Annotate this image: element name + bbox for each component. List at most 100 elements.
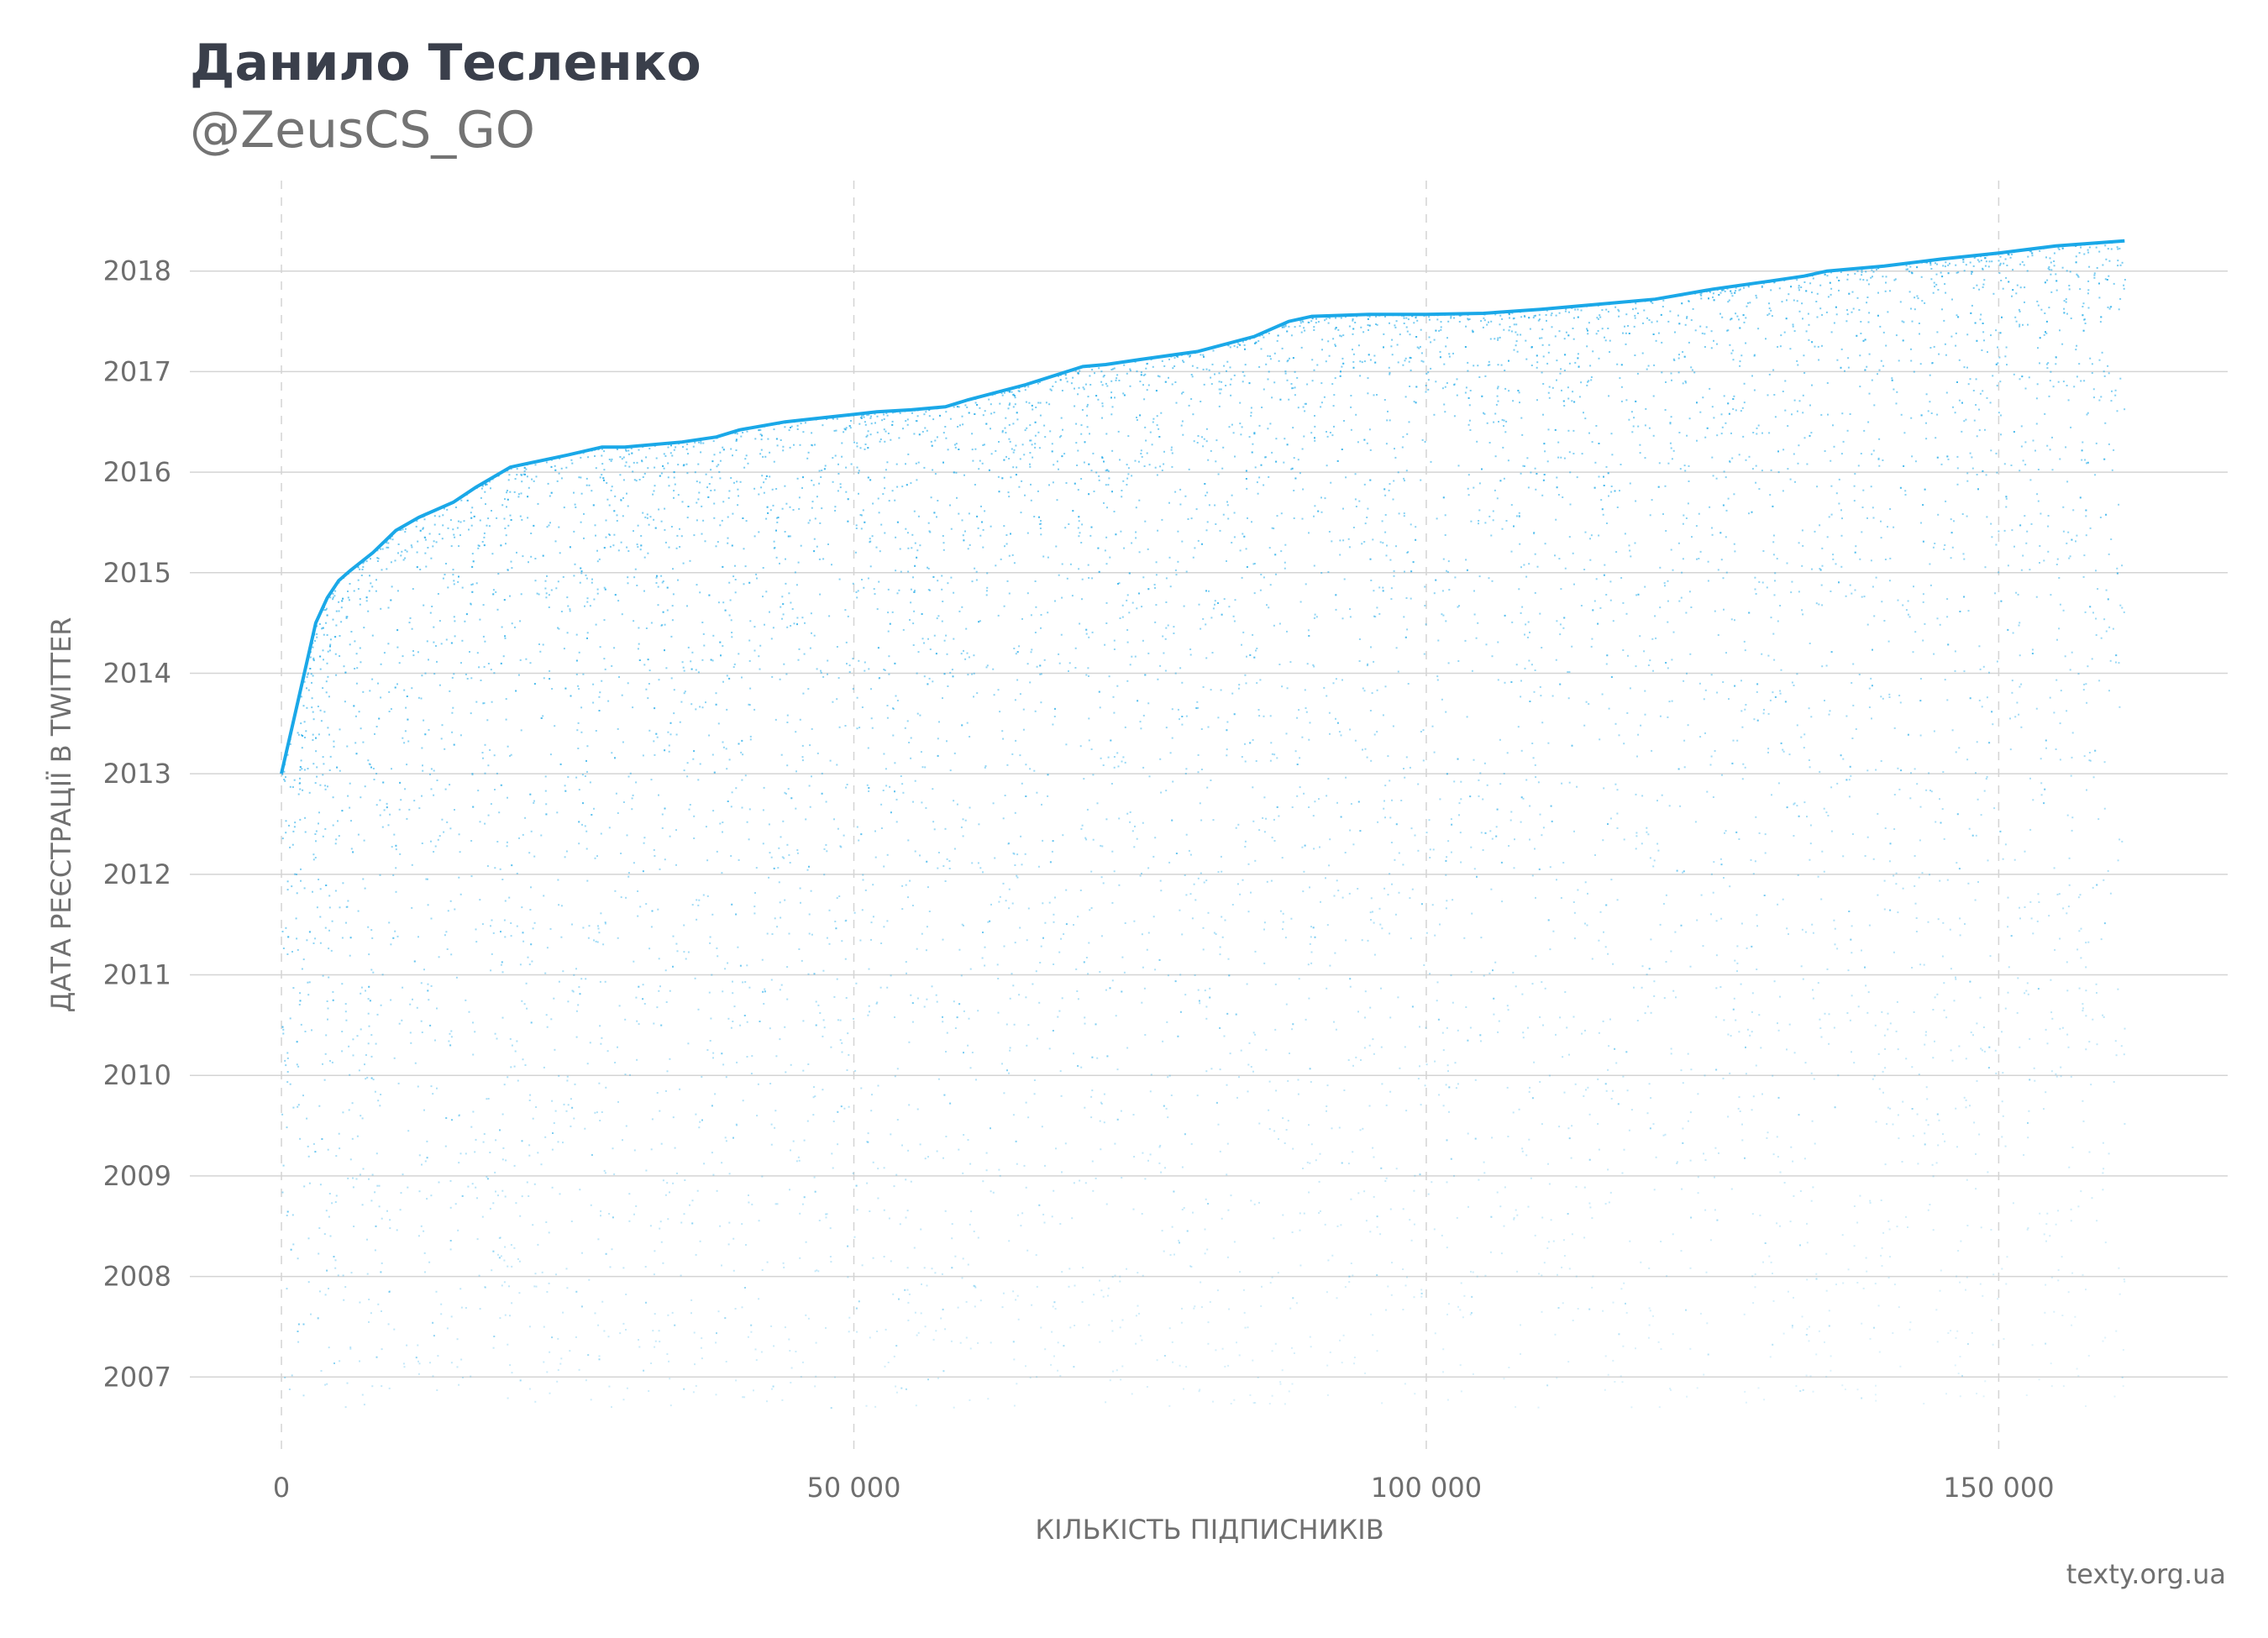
follower-point [739, 964, 742, 967]
follower-point [1273, 528, 1275, 530]
follower-point [306, 676, 308, 678]
follower-point [1564, 991, 1567, 993]
follower-point [1625, 1051, 1628, 1053]
follower-point [1715, 1016, 1718, 1018]
follower-point [1812, 1186, 1814, 1189]
follower-point [858, 1300, 860, 1303]
follower-point [1191, 375, 1194, 378]
follower-point [1736, 739, 1739, 742]
follower-point [2082, 1010, 2084, 1012]
follower-point [807, 973, 810, 975]
follower-point [1602, 513, 1604, 516]
follower-point [1743, 640, 1746, 643]
follower-point [886, 920, 889, 922]
follower-point [1939, 879, 1941, 882]
follower-point [1273, 840, 1276, 842]
follower-point [2043, 1108, 2045, 1110]
follower-point [1212, 349, 1215, 352]
follower-point [1761, 285, 1763, 287]
follower-point [1100, 381, 1103, 383]
follower-point [1800, 736, 1803, 738]
follower-point [1939, 798, 1940, 801]
follower-point [1791, 413, 1793, 416]
follower-point [1774, 416, 1777, 418]
follower-point [424, 552, 427, 554]
follower-point [545, 813, 548, 816]
follower-point [1614, 1047, 1616, 1050]
follower-point [655, 457, 658, 459]
follower-point [1226, 1256, 1229, 1258]
follower-point [1009, 1049, 1011, 1052]
follower-point [560, 477, 563, 480]
follower-point [312, 890, 313, 893]
follower-point [1407, 318, 1410, 321]
follower-point [1236, 883, 1239, 885]
follower-point [1037, 490, 1039, 492]
follower-point [919, 714, 921, 717]
follower-point [672, 965, 674, 968]
follower-point [1147, 932, 1150, 934]
follower-point [1181, 420, 1184, 423]
follower-point [2087, 249, 2089, 251]
follower-point [758, 1220, 760, 1222]
follower-point [754, 1348, 757, 1351]
follower-point [1982, 1026, 1985, 1028]
follower-point [1975, 834, 1977, 837]
follower-point [420, 1020, 423, 1022]
follower-point [1205, 529, 1208, 532]
follower-point [1929, 584, 1932, 586]
follower-point [694, 977, 696, 979]
follower-point [1154, 837, 1157, 839]
follower-point [558, 904, 560, 906]
follower-point [2121, 1376, 2124, 1378]
follower-point [749, 687, 752, 690]
follower-point [648, 948, 651, 950]
follower-point [1851, 291, 1854, 293]
follower-point [1231, 692, 1234, 695]
follower-point [1617, 1103, 1620, 1105]
follower-point [1214, 600, 1216, 602]
follower-point [1001, 1306, 1004, 1309]
follower-point [1269, 1282, 1272, 1284]
follower-point [1090, 1095, 1093, 1098]
follower-point [1756, 914, 1758, 916]
follower-point [1660, 1348, 1662, 1350]
follower-point [1610, 433, 1613, 435]
follower-point [1946, 699, 1949, 701]
follower-point [1020, 512, 1022, 514]
follower-point [986, 572, 989, 575]
follower-point [1842, 1282, 1845, 1284]
follower-point [1467, 1205, 1469, 1208]
follower-point [1520, 1352, 1521, 1355]
follower-point [1258, 1122, 1261, 1125]
follower-point [538, 643, 540, 645]
follower-point [1278, 622, 1281, 625]
follower-point [517, 1257, 519, 1260]
follower-point [1497, 1031, 1499, 1033]
follower-point [454, 809, 455, 811]
follower-point [575, 968, 577, 970]
follower-point [730, 619, 732, 622]
follower-point [598, 1355, 601, 1357]
follower-point [1313, 564, 1315, 567]
follower-point [449, 900, 452, 902]
follower-point [2045, 1028, 2047, 1031]
follower-point [721, 519, 723, 522]
follower-point [432, 1321, 434, 1324]
follower-point [895, 570, 897, 572]
follower-point [1327, 340, 1330, 343]
follower-point [286, 1057, 289, 1059]
follower-point [2000, 600, 2003, 602]
follower-point [2056, 558, 2059, 560]
follower-point [1446, 773, 1448, 775]
follower-point [1874, 1394, 1877, 1396]
follower-point [2049, 257, 2051, 260]
follower-point [846, 784, 848, 785]
follower-point [1357, 888, 1359, 890]
follower-point [963, 649, 964, 652]
follower-point [1478, 575, 1481, 578]
follower-point [604, 668, 606, 670]
follower-point [1720, 413, 1723, 416]
follower-point [1949, 262, 1950, 265]
follower-point [1706, 1322, 1709, 1325]
